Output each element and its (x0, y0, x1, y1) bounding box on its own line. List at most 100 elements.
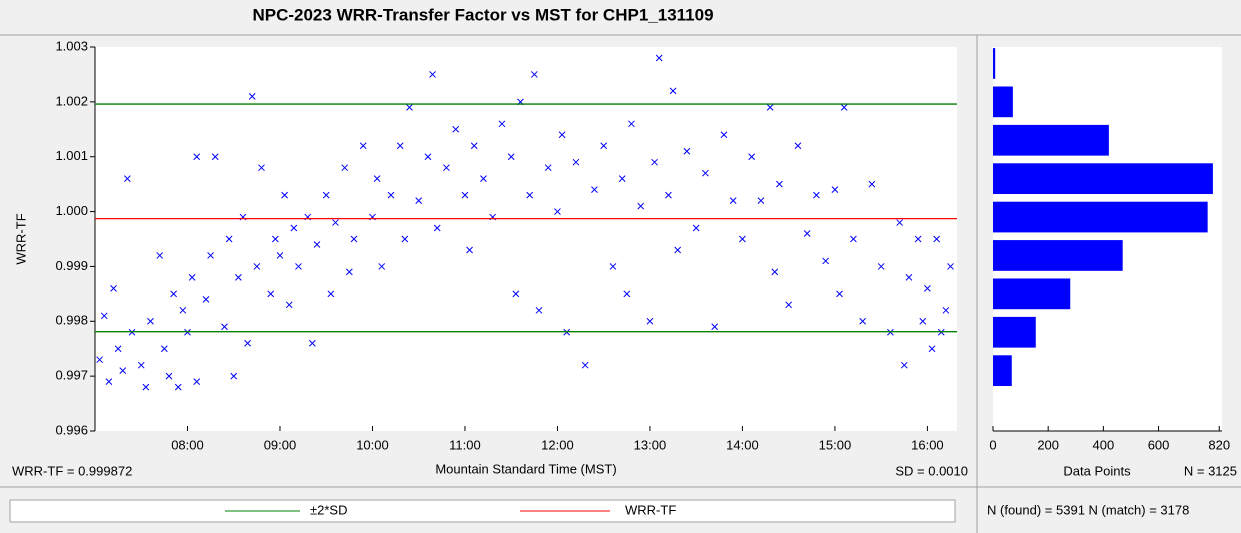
point (470, 142, 478, 150)
point-stroke (443, 164, 450, 172)
point-stroke (785, 301, 793, 309)
point-stroke (757, 197, 765, 204)
point-stroke (179, 306, 187, 314)
x-tick-label: 13:00 (634, 437, 667, 452)
point (244, 339, 251, 347)
point (928, 345, 936, 353)
x-tick-label: 15:00 (819, 437, 852, 452)
point-stroke (281, 191, 288, 199)
point-stroke (591, 186, 598, 193)
point-stroke (341, 164, 349, 172)
point-stroke (308, 339, 316, 347)
point-stroke (822, 257, 830, 265)
point-stroke (137, 361, 145, 369)
point-stroke (248, 93, 256, 100)
point-stroke (429, 71, 436, 78)
point (105, 378, 113, 385)
annotation: SD = 0.0010 (895, 463, 968, 478)
point-stroke (415, 197, 423, 204)
point (947, 263, 954, 270)
x-tick-label: 14:00 (726, 437, 759, 452)
bar (993, 278, 1071, 310)
point (850, 235, 857, 243)
point-stroke (868, 180, 876, 188)
point-stroke (933, 235, 941, 243)
point-stroke (313, 241, 321, 248)
point-stroke (207, 252, 214, 259)
point-stroke (401, 235, 409, 243)
point-stroke (327, 290, 335, 298)
point (124, 175, 131, 183)
x-tick-label: 16:00 (911, 437, 944, 452)
point-stroke (244, 339, 251, 347)
y-tick-label: 1.002 (55, 93, 88, 108)
point (276, 252, 284, 259)
point (345, 268, 353, 276)
point (165, 372, 173, 380)
point-stroke (924, 285, 931, 292)
point-stroke (202, 295, 210, 303)
point-stroke (461, 191, 469, 199)
point-stroke (193, 153, 201, 161)
x-tick-label: 0 (989, 437, 996, 452)
point-stroke (836, 290, 843, 298)
point (836, 290, 843, 298)
point-stroke (674, 246, 682, 254)
point (900, 361, 908, 369)
point-stroke (877, 263, 885, 270)
point-stroke (646, 317, 654, 325)
point-stroke (859, 317, 867, 325)
point-stroke (114, 345, 122, 353)
point (100, 312, 108, 320)
point-stroke (350, 235, 358, 243)
point (859, 317, 867, 325)
point (831, 186, 839, 193)
point (581, 361, 589, 369)
point (674, 246, 682, 254)
point-stroke (683, 147, 691, 155)
point-stroke (530, 71, 538, 78)
point-stroke (221, 323, 228, 331)
point-stroke (452, 125, 460, 133)
point (285, 301, 293, 309)
point (221, 323, 228, 331)
point (757, 197, 765, 204)
point-stroke (507, 153, 515, 161)
point (387, 191, 395, 199)
point (433, 224, 441, 232)
point-stroke (628, 120, 635, 128)
point-stroke (267, 290, 275, 298)
point-stroke (110, 285, 117, 292)
point (114, 345, 122, 353)
point (350, 235, 358, 243)
point-stroke (739, 235, 746, 243)
point (327, 290, 335, 298)
x-tick-label: 200 (1037, 437, 1059, 452)
point (142, 383, 150, 391)
y-tick-label: 1.001 (55, 148, 88, 163)
point (156, 252, 164, 259)
point (211, 153, 219, 161)
point (905, 274, 913, 281)
point (683, 147, 691, 155)
x-axis-label: Mountain Standard Time (MST) (435, 461, 616, 476)
point (623, 290, 631, 298)
point-stroke (623, 290, 631, 298)
point (646, 317, 654, 325)
point (373, 175, 381, 183)
point (702, 169, 709, 177)
point-stroke (655, 54, 663, 62)
point-stroke (748, 153, 756, 161)
point (748, 153, 756, 161)
chart-title: NPC-2023 WRR-Transfer Factor vs MST for … (252, 5, 713, 24)
point-stroke (253, 263, 261, 270)
point-stroke (535, 306, 543, 314)
point (313, 241, 321, 248)
y-tick-label: 0.999 (55, 258, 88, 273)
point-stroke (225, 235, 233, 243)
annotation: N = 3125 (1184, 463, 1237, 478)
point (235, 274, 242, 281)
point (161, 345, 168, 353)
point-stroke (850, 235, 857, 243)
point (942, 306, 950, 314)
